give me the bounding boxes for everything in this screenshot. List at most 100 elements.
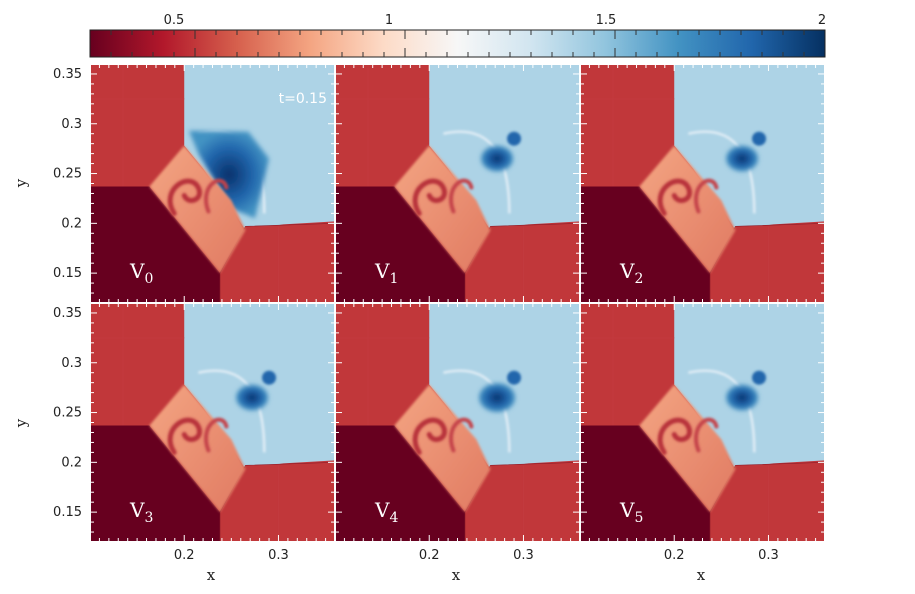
spiral-roll-1 bbox=[412, 417, 448, 455]
panel-ticks bbox=[90, 64, 335, 303]
vortex-core bbox=[188, 130, 270, 219]
spiral-roll-2 bbox=[694, 178, 719, 214]
region-lower-right bbox=[219, 223, 335, 303]
y-tick-label: 0.25 bbox=[53, 406, 82, 421]
region-lower-right bbox=[709, 223, 825, 303]
region-lower-left bbox=[335, 425, 466, 542]
x-tick-label: 0.3 bbox=[268, 548, 289, 563]
y-tick-label: 0.15 bbox=[53, 266, 82, 281]
x-tick-label: 0.2 bbox=[174, 548, 195, 563]
colorbar: 0.5 1 1.5 2 bbox=[89, 13, 826, 58]
mushroom-wedge bbox=[394, 145, 491, 274]
panel-0: V00.150.20.250.30.35t=0.15 bbox=[53, 63, 336, 304]
bow-shock bbox=[198, 369, 266, 453]
region-lower-right bbox=[219, 462, 335, 542]
panel-ticks bbox=[580, 64, 825, 303]
colorbar-tick-label-0: 0.5 bbox=[164, 13, 185, 28]
vortex-tip bbox=[262, 370, 277, 385]
region-lower-left bbox=[90, 425, 221, 542]
x-tick-label: 0.2 bbox=[419, 548, 440, 563]
panel-field-4 bbox=[335, 303, 580, 542]
panel-label-sub-1: 1 bbox=[389, 271, 398, 287]
spiral-roll-1 bbox=[412, 178, 448, 216]
bow-shock bbox=[443, 130, 511, 214]
x-axis-label-col-1: x bbox=[452, 566, 461, 584]
spiral-roll-2 bbox=[204, 178, 229, 214]
panel-ticks bbox=[335, 303, 580, 542]
vortex-core bbox=[726, 384, 759, 411]
colorbar-tick-label-1: 1 bbox=[385, 13, 393, 28]
vortex-tip bbox=[752, 370, 767, 385]
y-tick-label: 0.2 bbox=[61, 216, 82, 231]
vortex-core bbox=[481, 145, 514, 172]
vortex-core bbox=[236, 384, 269, 411]
y-axis-label-row-0: y bbox=[12, 178, 30, 188]
spiral-roll-2 bbox=[449, 178, 474, 214]
spiral-roll-1 bbox=[167, 178, 203, 216]
bow-shock bbox=[688, 369, 756, 453]
colorbar-gradient bbox=[89, 29, 826, 58]
y-tick-label: 0.35 bbox=[53, 67, 82, 82]
panel-1: V1 bbox=[334, 63, 581, 304]
region-lower-left bbox=[335, 186, 466, 303]
y-tick-label: 0.3 bbox=[61, 117, 82, 132]
x-axis-label-col-0: x bbox=[207, 566, 216, 584]
panel-2: V2 bbox=[579, 63, 826, 304]
vortex-tip bbox=[507, 370, 522, 385]
panel-field-2 bbox=[580, 64, 825, 303]
y-tick-label: 0.35 bbox=[53, 306, 82, 321]
spiral-roll-1 bbox=[657, 417, 693, 455]
panel-3: V30.150.20.250.30.350.2 0.3 bbox=[53, 302, 336, 563]
region-lower-left bbox=[580, 425, 711, 542]
mushroom-wedge bbox=[149, 384, 246, 513]
mushroom-wedge bbox=[394, 384, 491, 513]
panel-label-sub-2: 2 bbox=[634, 271, 643, 287]
spiral-roll-1 bbox=[167, 417, 203, 455]
x-axis-label-col-2: x bbox=[697, 566, 706, 584]
vortex-tip bbox=[507, 131, 522, 146]
vortex-core bbox=[479, 383, 516, 413]
region-upper-right bbox=[184, 303, 335, 470]
y-tick-label: 0.15 bbox=[53, 505, 82, 520]
panel-label-sub-5: 5 bbox=[634, 510, 643, 526]
y-tick-label: 0.2 bbox=[61, 455, 82, 470]
panel-field-1 bbox=[335, 64, 580, 303]
panel-label-sub-3: 3 bbox=[144, 510, 153, 526]
panel-field-0 bbox=[90, 64, 335, 303]
region-lower-right bbox=[709, 462, 825, 542]
vortex-tip bbox=[752, 131, 767, 146]
region-lower-right bbox=[464, 223, 580, 303]
region-upper-right bbox=[674, 64, 825, 231]
x-tick-label: 0.3 bbox=[758, 548, 779, 563]
spiral-roll-2 bbox=[204, 417, 229, 453]
region-lower-left bbox=[580, 186, 711, 303]
time-annotation: t=0.15 bbox=[279, 91, 327, 107]
region-lower-right bbox=[464, 462, 580, 542]
mushroom-wedge bbox=[639, 384, 736, 513]
panel-ticks bbox=[580, 303, 825, 542]
panel-5: V50.2 0.3 bbox=[579, 302, 826, 563]
vortex-core bbox=[726, 145, 759, 172]
panel-ticks bbox=[335, 64, 580, 303]
panel-label-sub-4: 4 bbox=[389, 510, 398, 526]
x-tick-label: 0.2 bbox=[664, 548, 685, 563]
panel-field-3 bbox=[90, 303, 335, 542]
spiral-roll-2 bbox=[449, 417, 474, 453]
region-upper-right bbox=[429, 64, 580, 231]
mushroom-wedge bbox=[149, 145, 246, 274]
colorbar-tick-label-2: 1.5 bbox=[596, 13, 617, 28]
x-tick-label: 0.3 bbox=[513, 548, 534, 563]
spiral-roll-2 bbox=[694, 417, 719, 453]
bow-shock bbox=[688, 130, 756, 214]
region-upper-right bbox=[674, 303, 825, 470]
panel-field-5 bbox=[580, 303, 825, 542]
spiral-roll-1 bbox=[657, 178, 693, 216]
y-axis-label-row-1: y bbox=[12, 418, 30, 428]
region-lower-left bbox=[90, 186, 221, 303]
y-tick-label: 0.3 bbox=[61, 356, 82, 371]
panel-4: V40.2 0.3 bbox=[334, 302, 581, 563]
y-tick-label: 0.25 bbox=[53, 167, 82, 182]
colorbar-tick-label-3: 2 bbox=[818, 13, 826, 28]
